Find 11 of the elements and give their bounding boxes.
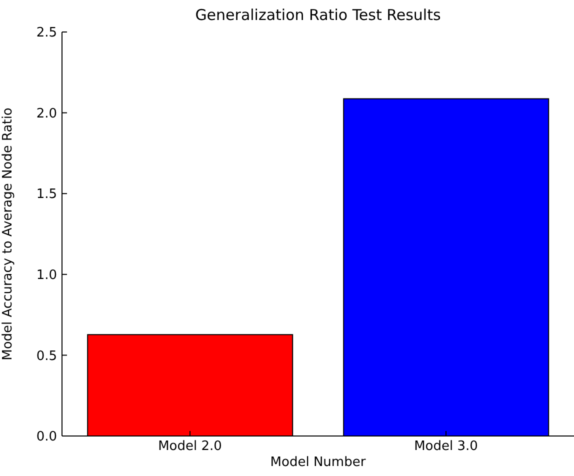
y-tick-label: 2.5	[36, 26, 57, 41]
y-tick-label: 0.0	[36, 430, 57, 445]
x-tick-label: Model 2.0	[158, 439, 222, 454]
x-axis-title: Model Number	[269, 455, 367, 470]
x-tick-label: Model 3.0	[414, 439, 478, 454]
y-tick-label: 0.5	[36, 348, 57, 364]
y-tick-label: 2.0	[36, 106, 57, 122]
y-tick-label: 1.0	[36, 268, 57, 284]
chart-title: Generalization Ratio Test Results	[194, 6, 442, 24]
y-axis-title: Model Accuracy to Average Node Ratio	[0, 108, 16, 360]
y-tick-label: 1.5	[36, 187, 57, 202]
